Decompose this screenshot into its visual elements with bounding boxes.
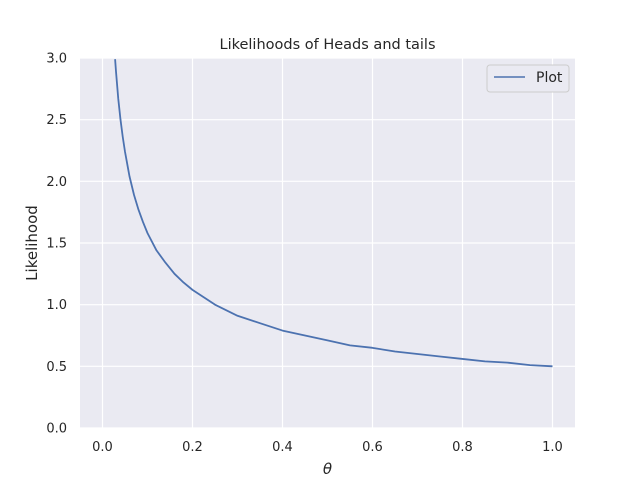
y-tick-labels: 0.0 0.5 1.0 1.5 2.0 2.5 3.0 [46,52,67,437]
grid-lines [80,57,575,429]
legend-box [486,64,570,93]
y-tick-label: 0.5 [46,360,67,375]
y-tick-label: 2.0 [46,175,67,190]
legend-label: Plot [536,70,563,86]
x-tick-label: 0.6 [362,440,383,455]
y-tick-label: 1.0 [46,298,67,313]
y-tick-label: 1.5 [46,237,67,252]
x-axis-label: θ [323,460,332,478]
y-tick-label: 2.5 [46,113,67,128]
legend: Plot [486,64,570,93]
series-layer [114,59,553,368]
x-tick-label: 1.0 [542,440,563,455]
y-tick-label: 3.0 [46,52,67,67]
chart-title: Likelihoods of Heads and tails [220,37,436,53]
series-line-plot [114,59,553,368]
x-tick-label: 0.8 [452,440,473,455]
x-tick-label: 0.0 [92,440,113,455]
x-tick-label: 0.4 [272,440,293,455]
x-tick-labels: 0.0 0.2 0.4 0.6 0.8 1.0 [92,440,563,455]
x-tick-label: 0.2 [182,440,203,455]
y-tick-label: 0.0 [46,422,67,437]
y-axis-label: Likelihood [23,205,41,281]
